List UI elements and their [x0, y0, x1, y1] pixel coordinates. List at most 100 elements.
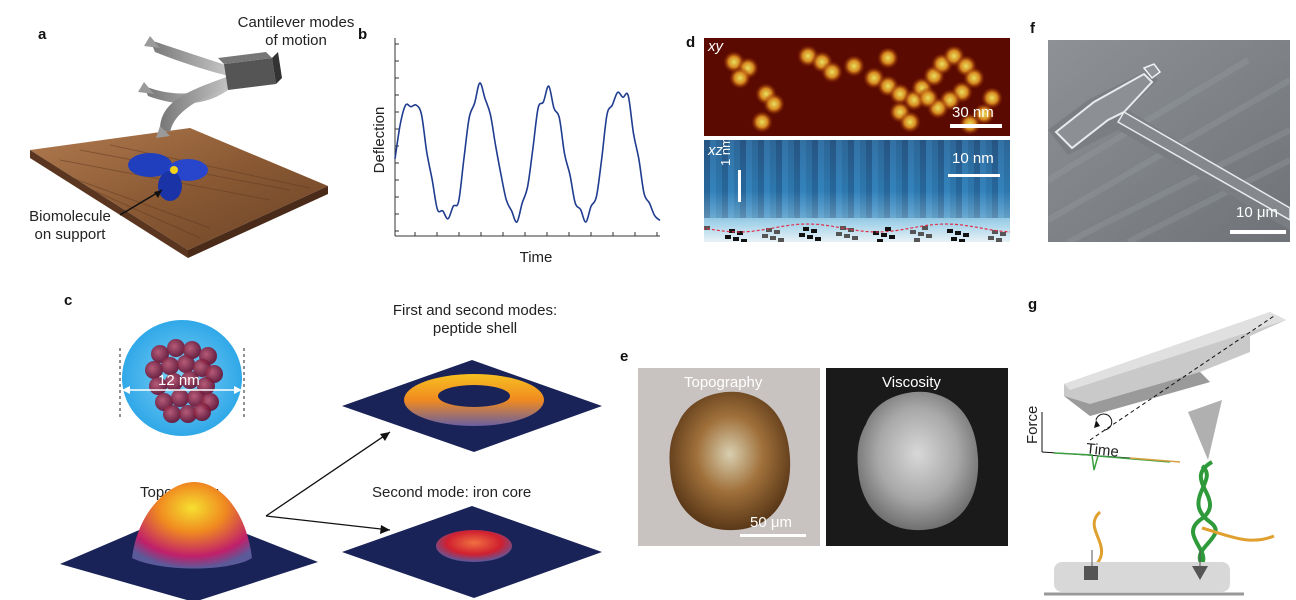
xz-noise: [774, 230, 780, 234]
xz-stripe: [980, 140, 986, 218]
xz-stripe: [986, 140, 992, 218]
panel-letter-g: g: [1028, 296, 1038, 313]
xz-scale-label: 10 nm: [952, 150, 994, 167]
sem-scale-label: 10 μm: [1236, 204, 1278, 221]
afm-xz-image: [704, 140, 1010, 242]
xz-stripe: [902, 140, 908, 218]
xz-noise: [992, 230, 998, 234]
xz-stripe: [1004, 140, 1010, 218]
xy-blob: [763, 93, 785, 115]
e-scale-label: 50 μm: [750, 514, 792, 531]
xz-stripe: [914, 140, 920, 218]
xz-columns: [704, 140, 1010, 242]
xy-scale-bar: [950, 124, 1002, 128]
xz-stripe: [938, 140, 944, 218]
biomolecule: [128, 153, 208, 201]
xz-noise: [963, 233, 969, 237]
cell-topography-label: Topography: [684, 374, 763, 391]
xz-stripe: [974, 140, 980, 218]
xz-stripe: [764, 140, 770, 218]
xy-blob: [751, 111, 773, 133]
xz-noise: [807, 235, 813, 239]
xz-noise: [959, 239, 965, 242]
xy-label: xy: [708, 38, 723, 55]
second-mode-label: Second mode: iron core: [372, 484, 532, 501]
xz-noise: [836, 232, 842, 236]
core-sphere: [161, 357, 179, 375]
chart-ylabel: Deflection: [371, 107, 388, 174]
core-sphere: [151, 345, 169, 363]
xz-noise: [988, 236, 994, 240]
chart-axes: [394, 38, 660, 237]
xz-noise: [910, 230, 916, 234]
xy-scale-label: 30 nm: [952, 104, 994, 121]
cell-topography-image: [638, 368, 820, 546]
xz-stripe: [734, 140, 740, 218]
xz-stripe: [962, 140, 968, 218]
xz-stripe: [746, 140, 752, 218]
xz-noise: [741, 239, 747, 242]
xz-vscale-label: 1 nm: [718, 137, 733, 166]
xz-stripe: [836, 140, 842, 218]
xz-stripe: [770, 140, 776, 218]
xz-stripe: [890, 140, 896, 218]
panel-letter-a: a: [38, 26, 47, 43]
xz-stripe: [956, 140, 962, 218]
xz-noise: [926, 234, 932, 238]
iron-core-spheres: [145, 339, 223, 423]
xz-noise: [799, 233, 805, 237]
core-sphere: [163, 405, 181, 423]
xz-noise: [762, 234, 768, 238]
xz-noise: [996, 238, 1002, 242]
core-sphere: [165, 373, 183, 391]
afm-xy-image: [704, 38, 1010, 136]
biomolecule-arrow: [119, 189, 163, 216]
xz-stripe: [740, 140, 746, 218]
xz-stripe: [728, 140, 734, 218]
panel-letter-e: e: [620, 348, 629, 365]
xz-noise: [877, 239, 883, 242]
xz-noise: [737, 231, 743, 235]
xz-stripe: [722, 140, 728, 218]
xz-stripe: [794, 140, 800, 218]
xz-stripe: [896, 140, 902, 218]
xz-noise: [947, 229, 953, 233]
xz-stripe: [848, 140, 854, 218]
deflection-chart: Deflection Time: [371, 38, 661, 266]
xz-noise: [914, 238, 920, 242]
xz-stripe: [872, 140, 878, 218]
xz-noise: [922, 226, 928, 230]
xz-surface-line: [704, 223, 1010, 233]
xz-noise: [881, 233, 887, 237]
force-label: Force: [1024, 405, 1041, 444]
deflection-series-line: [394, 82, 661, 223]
xz-stripe: [944, 140, 950, 218]
xz-stripe: [824, 140, 830, 218]
xz-stripe: [812, 140, 818, 218]
xz-label: xz: [708, 142, 723, 159]
xz-noise: [770, 236, 776, 240]
ferritin-model: [119, 320, 245, 436]
xz-stripe: [968, 140, 974, 218]
cell-viscosity-image: [826, 368, 1008, 546]
xz-stripe: [950, 140, 956, 218]
time-label: Time: [1085, 440, 1120, 461]
core-sphere: [167, 339, 185, 357]
core-sphere: [145, 361, 163, 379]
cantilever-label: Cantilever modes of motion: [237, 14, 355, 49]
core-sphere: [183, 341, 201, 359]
core-sphere: [171, 389, 189, 407]
chart-xlabel: Time: [520, 249, 553, 266]
biomolecule-label: Biomolecule on support: [29, 208, 111, 243]
panel-letter-f: f: [1030, 20, 1035, 37]
xz-noise: [725, 235, 731, 239]
xz-stripe: [920, 140, 926, 218]
xz-stripe: [932, 140, 938, 218]
xz-noise: [885, 227, 891, 231]
xz-stripe: [998, 140, 1004, 218]
xz-stripe: [758, 140, 764, 218]
xz-stripe: [884, 140, 890, 218]
xz-stripe: [752, 140, 758, 218]
xz-stripe: [716, 140, 722, 218]
xz-stripe: [800, 140, 806, 218]
